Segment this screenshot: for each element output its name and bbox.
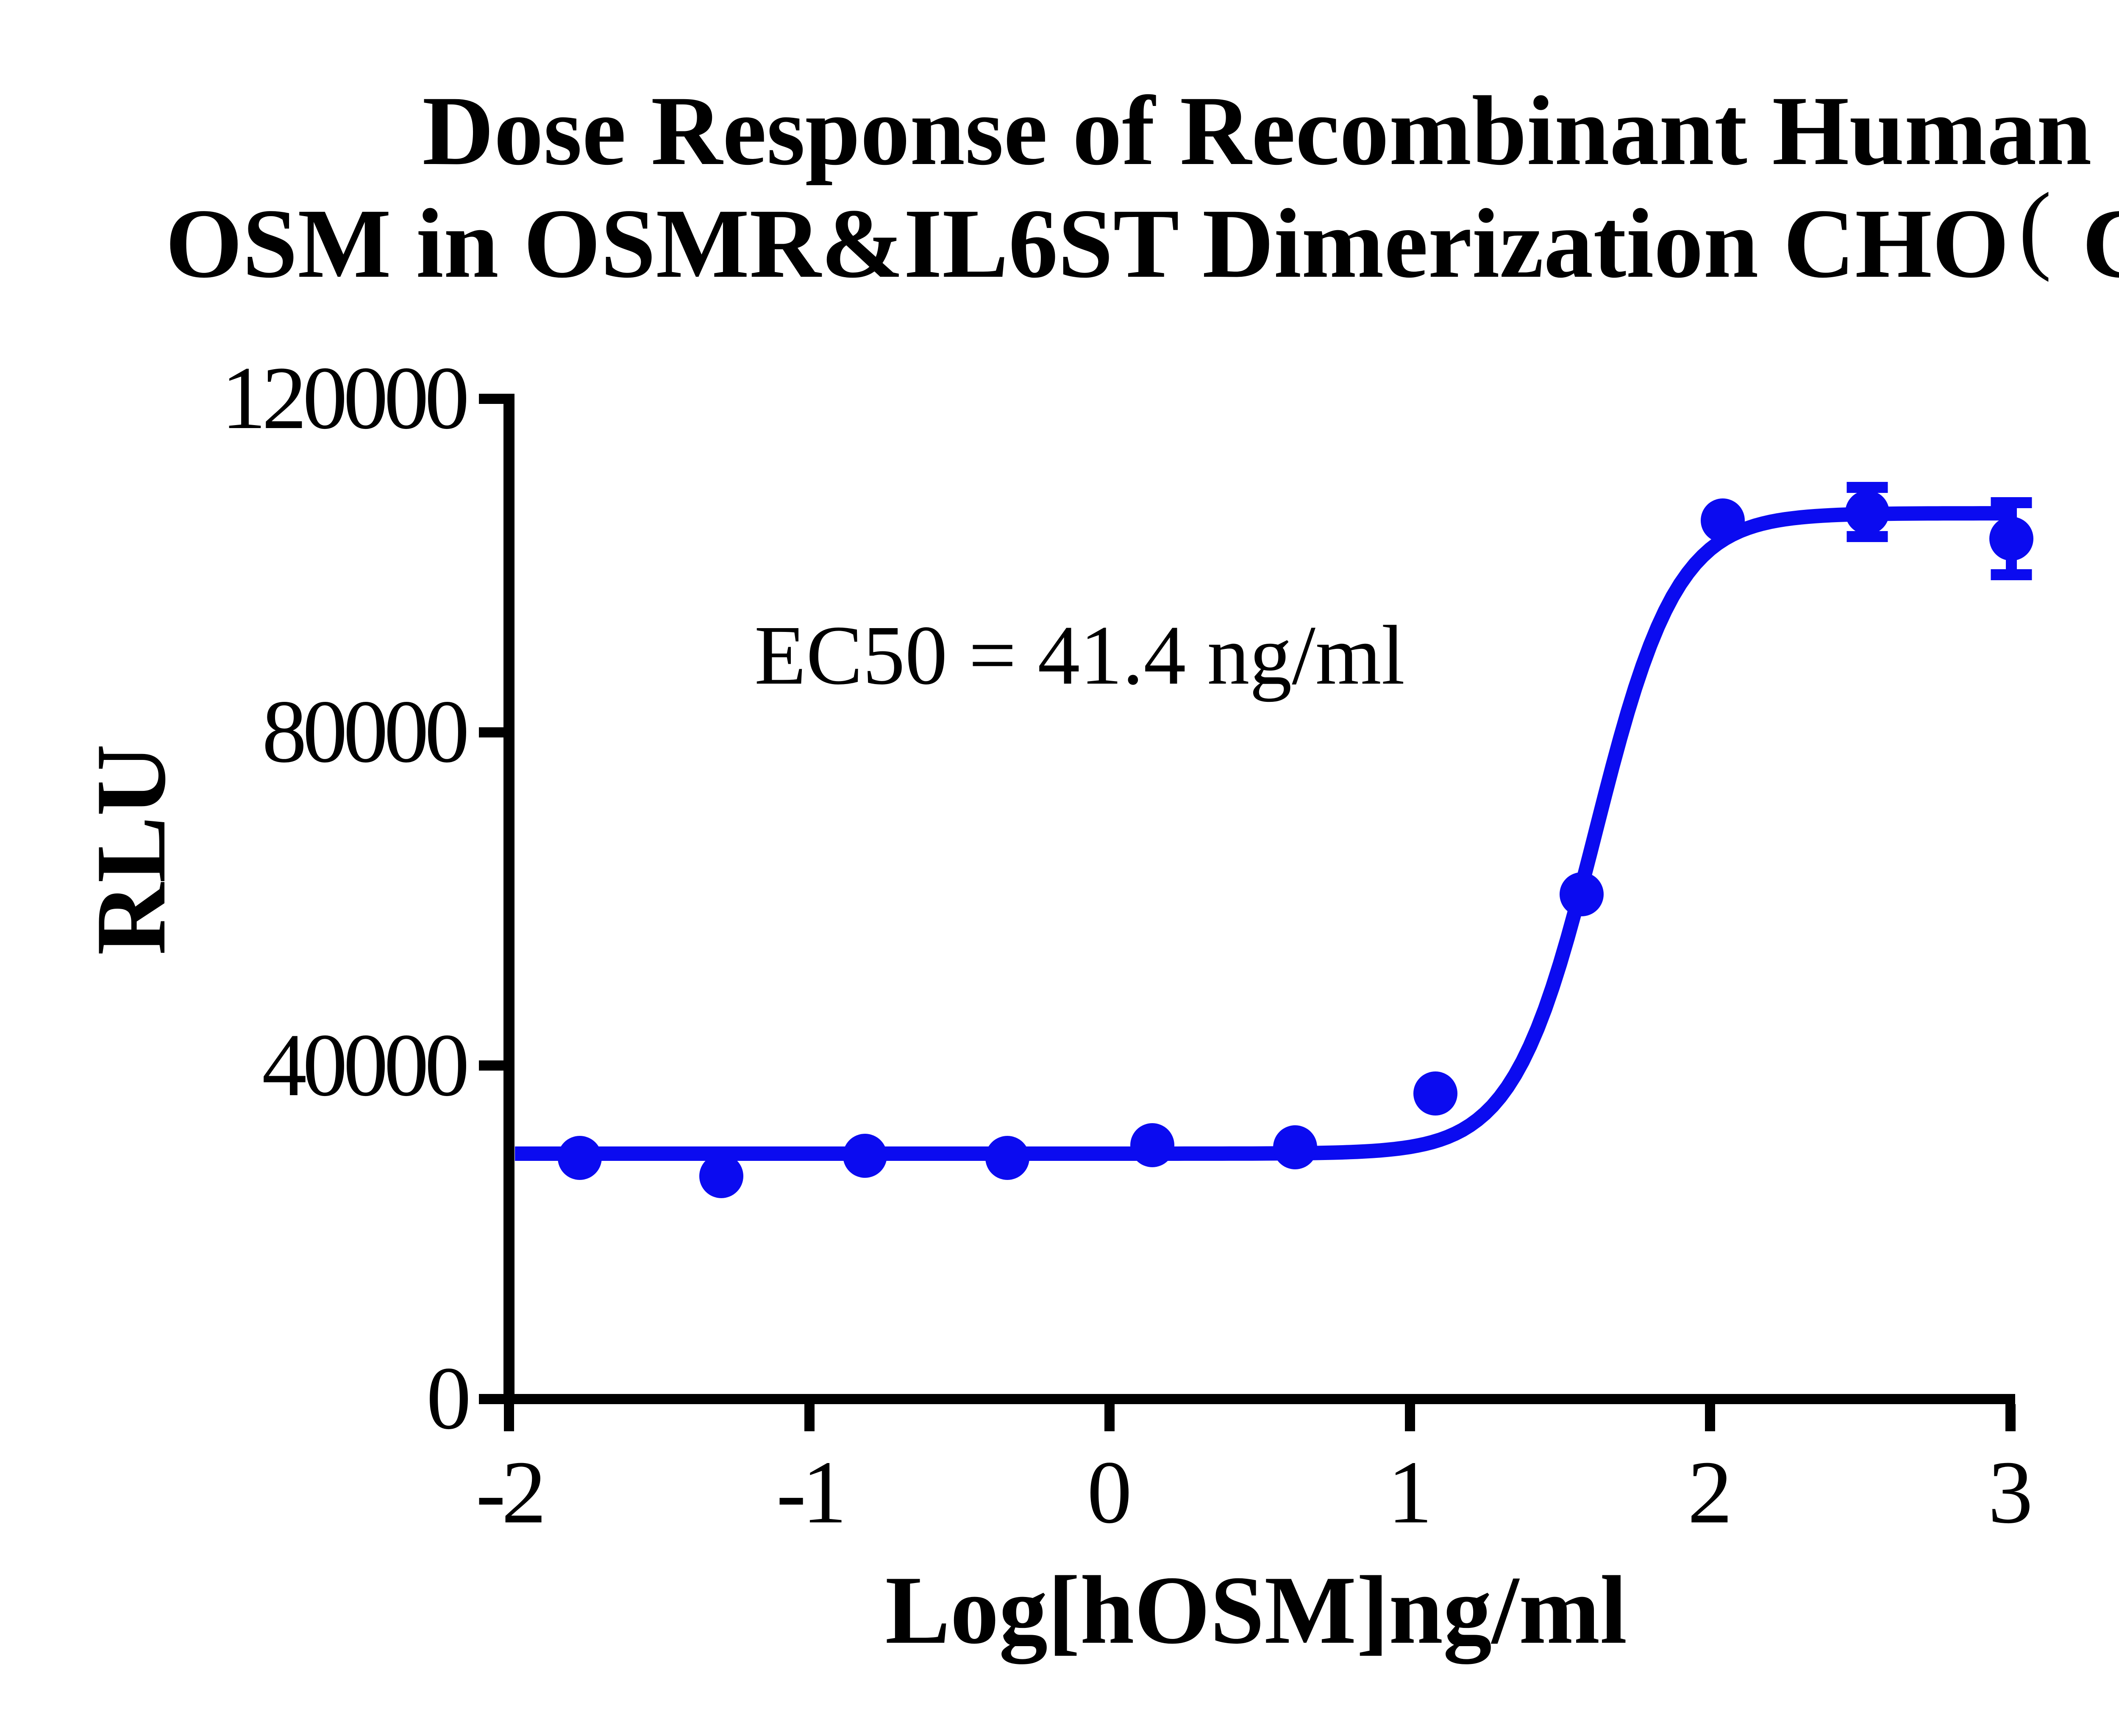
svg-text:RLU: RLU — [76, 744, 186, 955]
svg-text:40000: 40000 — [262, 1015, 466, 1115]
svg-text:OSM in OSMR&IL6ST Dimerization: OSM in OSMR&IL6ST Dimerization CHO(C52) — [165, 172, 2119, 298]
svg-text:120000: 120000 — [221, 348, 466, 448]
svg-text:-2: -2 — [476, 1442, 542, 1542]
svg-text:2: 2 — [1688, 1442, 1732, 1542]
svg-text:Dose Response of Recombinant H: Dose Response of Recombinant Human — [422, 75, 2091, 186]
svg-text:3: 3 — [1988, 1442, 2033, 1542]
svg-text:1: 1 — [1388, 1442, 1432, 1542]
svg-text:Log[hOSM]ng/ml: Log[hOSM]ng/ml — [885, 1556, 1627, 1664]
svg-text:0: 0 — [1087, 1442, 1132, 1542]
svg-text:EC50 = 41.4 ng/ml: EC50 = 41.4 ng/ml — [754, 609, 1405, 702]
svg-text:0: 0 — [426, 1348, 471, 1448]
svg-text:80000: 80000 — [262, 682, 466, 781]
svg-text:-1: -1 — [776, 1442, 843, 1542]
